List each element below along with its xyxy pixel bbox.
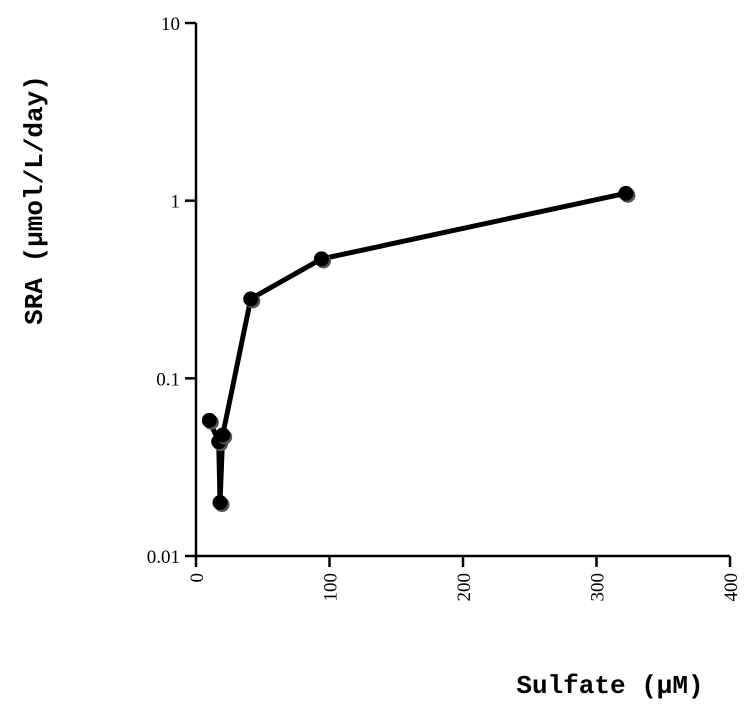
x-tick-label: 0	[187, 573, 208, 583]
data-point	[313, 251, 329, 267]
x-axis-ticks: 0 100 200 300 400	[187, 556, 742, 602]
y-tick-label: 10	[161, 14, 180, 35]
series-line	[206, 190, 629, 506]
y-tick-label: 1	[171, 192, 181, 213]
x-axis-title: Sulfate (µM)	[516, 671, 703, 701]
axes	[194, 23, 730, 558]
y-tick-label: 0.1	[156, 369, 180, 390]
data-point	[618, 185, 634, 201]
data-point	[201, 412, 217, 428]
x-tick-label: 300	[588, 573, 609, 602]
data-point	[212, 495, 228, 511]
x-tick-label: 400	[721, 573, 742, 602]
data-point	[215, 427, 231, 443]
data-series	[201, 185, 636, 513]
y-tick-label: 0.01	[147, 547, 180, 568]
data-point	[243, 291, 259, 307]
x-tick-label: 100	[321, 573, 342, 602]
x-tick-label: 200	[454, 573, 475, 602]
y-axis-title: SRA (µmol/L/day)	[20, 75, 50, 325]
y-axis-ticks: 0.01 0.1 1 10	[147, 14, 196, 568]
